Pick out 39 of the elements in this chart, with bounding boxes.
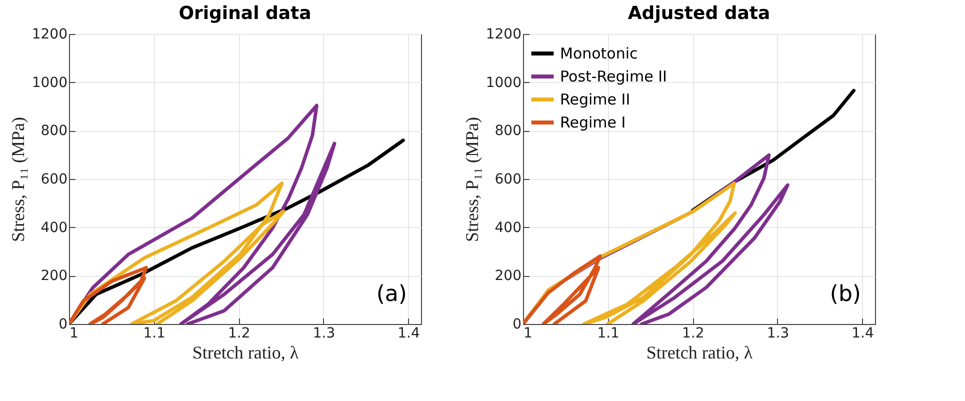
x-tick-label: 1.1 [143, 326, 166, 342]
y-axis-title: Stress, P₁₁ (MPa) [8, 116, 28, 242]
x-tick-label: 1.3 [766, 326, 790, 342]
y-tick-label: 1200 [486, 26, 522, 42]
y-tick-label: 200 [40, 268, 68, 284]
y-tick-label: 600 [494, 172, 522, 188]
annotation: (b) [830, 282, 861, 307]
legend-label: Post-Regime II [560, 68, 667, 86]
x-axis-title: Stretch ratio, λ [192, 342, 299, 362]
x-tick-label: 1.3 [312, 326, 336, 342]
chart-title: Original data [178, 3, 312, 24]
x-tick-label: 1 [524, 326, 532, 342]
y-tick-label: 800 [40, 123, 68, 140]
y-tick-label: 1200 [32, 26, 68, 42]
y-tick-label: 0 [58, 316, 68, 332]
line-series [523, 254, 602, 324]
x-tick-label: 1.1 [597, 326, 620, 342]
line-series [69, 182, 286, 324]
y-tick-label: 400 [40, 220, 68, 236]
y-tick-label: 200 [494, 268, 522, 284]
legend-label: Regime I [560, 114, 626, 132]
legend-label: Regime II [560, 90, 630, 108]
y-tick-label: 600 [40, 172, 68, 188]
y-tick-label: 400 [494, 220, 522, 236]
line-series [69, 266, 148, 324]
x-tick-label: 1.4 [852, 326, 874, 342]
y-axis-title: Stress, P₁₁ (MPa) [462, 116, 482, 242]
x-tick-label: 1 [70, 326, 78, 342]
annotation: (a) [376, 282, 407, 307]
legend-label: Monotonic [560, 44, 638, 62]
x-tick-label: 1.2 [228, 326, 250, 342]
y-tick-label: 1000 [32, 74, 68, 91]
x-tick-label: 1.4 [398, 326, 420, 342]
y-tick-label: 0 [512, 316, 522, 332]
y-tick-label: 800 [494, 123, 522, 140]
y-tick-label: 1000 [486, 74, 522, 91]
x-tick-label: 1.2 [682, 326, 704, 342]
x-axis-title: Stretch ratio, λ [646, 342, 753, 362]
chart-title: Adjusted data [628, 3, 770, 24]
